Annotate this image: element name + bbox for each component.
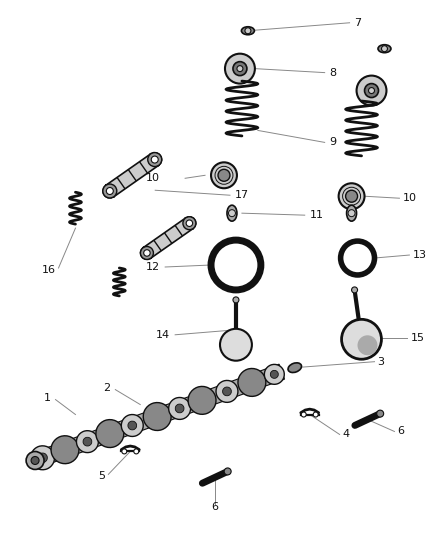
Ellipse shape bbox=[288, 363, 301, 373]
Circle shape bbox=[348, 209, 355, 216]
Text: 1: 1 bbox=[43, 393, 50, 402]
Text: 8: 8 bbox=[330, 68, 337, 78]
Circle shape bbox=[103, 184, 117, 198]
Polygon shape bbox=[141, 217, 196, 260]
Circle shape bbox=[339, 183, 364, 209]
Circle shape bbox=[26, 451, 44, 470]
Ellipse shape bbox=[378, 45, 391, 53]
Text: 11: 11 bbox=[310, 210, 324, 220]
Polygon shape bbox=[30, 364, 285, 469]
Ellipse shape bbox=[143, 402, 171, 431]
Circle shape bbox=[357, 335, 378, 355]
Circle shape bbox=[220, 329, 252, 361]
Circle shape bbox=[186, 220, 193, 227]
Circle shape bbox=[31, 456, 39, 464]
Text: 3: 3 bbox=[378, 357, 385, 367]
Circle shape bbox=[233, 62, 247, 76]
Text: 16: 16 bbox=[42, 265, 56, 275]
Ellipse shape bbox=[77, 431, 99, 453]
Circle shape bbox=[245, 28, 251, 34]
Ellipse shape bbox=[227, 205, 237, 221]
Ellipse shape bbox=[216, 381, 238, 402]
Polygon shape bbox=[103, 152, 162, 198]
Text: 7: 7 bbox=[355, 18, 362, 28]
Ellipse shape bbox=[121, 415, 143, 437]
Circle shape bbox=[352, 287, 357, 293]
Circle shape bbox=[229, 209, 236, 216]
Ellipse shape bbox=[265, 365, 284, 384]
Text: 17: 17 bbox=[235, 190, 249, 200]
Text: 9: 9 bbox=[330, 138, 337, 148]
Text: 2: 2 bbox=[103, 383, 110, 393]
Text: 10: 10 bbox=[146, 173, 160, 183]
Ellipse shape bbox=[51, 436, 79, 464]
Circle shape bbox=[233, 297, 239, 303]
Ellipse shape bbox=[128, 421, 137, 430]
Ellipse shape bbox=[83, 437, 92, 446]
Circle shape bbox=[225, 54, 255, 84]
Circle shape bbox=[313, 412, 318, 417]
Text: 10: 10 bbox=[403, 193, 417, 203]
Circle shape bbox=[364, 84, 378, 98]
Text: 12: 12 bbox=[146, 262, 160, 272]
Ellipse shape bbox=[31, 446, 54, 470]
Text: 4: 4 bbox=[343, 430, 350, 440]
Circle shape bbox=[106, 188, 113, 195]
Circle shape bbox=[151, 156, 158, 163]
Circle shape bbox=[211, 163, 237, 188]
Text: 15: 15 bbox=[410, 333, 424, 343]
Text: 13: 13 bbox=[413, 250, 426, 260]
Ellipse shape bbox=[223, 387, 231, 396]
Circle shape bbox=[377, 410, 384, 417]
Circle shape bbox=[346, 190, 357, 202]
Circle shape bbox=[148, 152, 162, 166]
Circle shape bbox=[141, 246, 153, 260]
Circle shape bbox=[218, 169, 230, 181]
Text: 6: 6 bbox=[212, 502, 219, 512]
Circle shape bbox=[183, 217, 196, 230]
Ellipse shape bbox=[238, 368, 266, 397]
Circle shape bbox=[301, 412, 306, 417]
Circle shape bbox=[134, 449, 139, 454]
Ellipse shape bbox=[175, 404, 184, 413]
Ellipse shape bbox=[270, 370, 278, 378]
Text: 14: 14 bbox=[156, 330, 170, 340]
Circle shape bbox=[381, 46, 388, 52]
Text: 6: 6 bbox=[397, 426, 404, 437]
Circle shape bbox=[237, 66, 243, 71]
Ellipse shape bbox=[38, 453, 47, 463]
Ellipse shape bbox=[96, 419, 124, 448]
Circle shape bbox=[357, 76, 386, 106]
Ellipse shape bbox=[188, 386, 216, 414]
Ellipse shape bbox=[241, 27, 254, 35]
Circle shape bbox=[224, 468, 231, 475]
Circle shape bbox=[342, 319, 381, 359]
Ellipse shape bbox=[169, 398, 191, 419]
Ellipse shape bbox=[346, 205, 357, 221]
Circle shape bbox=[122, 449, 127, 454]
Circle shape bbox=[368, 87, 374, 94]
Circle shape bbox=[144, 250, 150, 256]
Text: 5: 5 bbox=[99, 471, 106, 481]
